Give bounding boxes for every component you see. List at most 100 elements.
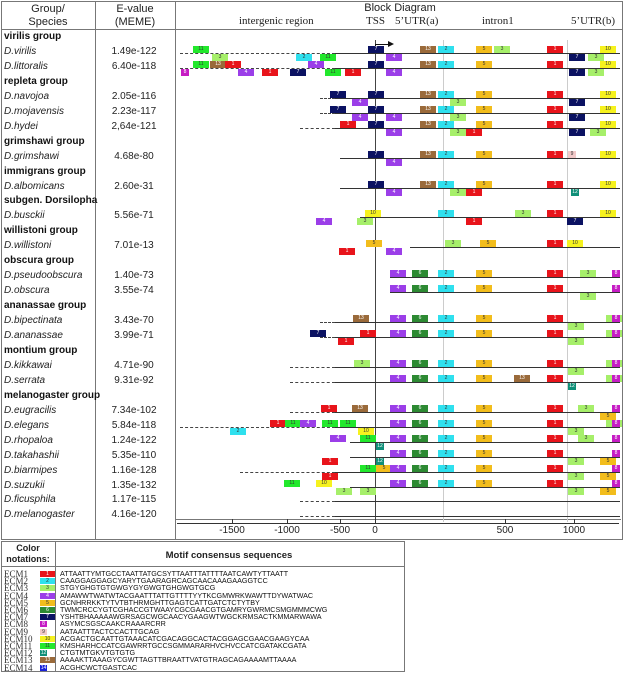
motif-ecm2-block: 2 <box>438 374 454 382</box>
legend-swatch-ecm14: 14 <box>40 664 47 671</box>
intron-gap <box>500 66 514 68</box>
motif-ecm5-block: 5 <box>600 487 616 495</box>
motif-ecm1-block: 1 <box>547 180 563 188</box>
species-label: D.obscura <box>4 285 50 297</box>
motif-ecm1-block: 1 <box>547 45 563 53</box>
species-label: D.ficusphila <box>4 494 56 506</box>
motif-ecm4-block: 4 <box>390 374 406 382</box>
motif-ecm1-block: 1 <box>360 330 376 337</box>
sequence-track <box>335 112 620 114</box>
motif-ecm11-block: 11 <box>284 479 300 487</box>
intron-gap <box>500 425 514 427</box>
evalue-cell: 9.31e-92 <box>114 374 154 386</box>
sequence-track <box>360 217 620 219</box>
motif-ecm4-block: 4 <box>386 68 402 76</box>
motif-ecm1-block: 1 <box>466 218 482 226</box>
legend-swatch-ecm3: 3 <box>40 585 55 592</box>
motif-ecm5-block: 5 <box>376 464 392 472</box>
sequence-track <box>335 426 620 428</box>
motif-ecm5-block: 5 <box>476 150 492 158</box>
motif-ecm10-block: 10 <box>600 90 616 98</box>
intergenic-dashed-track <box>320 112 335 114</box>
intron-gap <box>500 515 514 517</box>
motif-ecm4-block: 4 <box>390 464 406 472</box>
motif-ecm13-block: 13 <box>420 45 436 53</box>
col-divider-2 <box>175 1 176 539</box>
motif-ecm1-block: 1 <box>547 419 563 427</box>
species-label: D.serrata <box>4 374 46 386</box>
motif-ecm5-block: 5 <box>476 419 492 427</box>
motif-ecm3-block: 3 <box>580 293 596 301</box>
motif-ecm3-block: 3 <box>445 240 461 248</box>
motif-ecm6-block: 6 <box>412 434 428 442</box>
utr-a-boundary-line <box>443 40 444 522</box>
species-label: D.rhopaloa <box>4 434 53 446</box>
motif-ecm2-block: 2 <box>438 464 454 472</box>
motif-ecm4-block: 4 <box>386 128 402 136</box>
motif-ecm8-block: 8 <box>612 419 620 427</box>
evalue-cell: 5.84e-118 <box>111 419 157 431</box>
motif-ecm1-block: 1 <box>547 374 563 382</box>
legend-motif-name: ECM5 <box>4 597 29 608</box>
motif-ecm10-block: 10 <box>316 479 332 487</box>
group-label: immigrans group <box>4 165 86 177</box>
motif-ecm11-block: 11 <box>325 68 341 76</box>
axis-tick-label: -1000 <box>274 525 300 536</box>
motif-ecm5-block: 5 <box>476 479 492 487</box>
motif-ecm4-block: 4 <box>386 188 402 196</box>
evalue-cell: 2,64e-121 <box>111 120 157 132</box>
motif-ecm8-block: 8 <box>612 449 620 457</box>
sequence-track <box>335 471 620 473</box>
legend-swatch-ecm2: 2 <box>40 578 55 585</box>
motif-ecm2-block: 2 <box>438 419 454 427</box>
intron-gap <box>500 276 514 278</box>
motif-ecm2-block: 2 <box>230 427 246 435</box>
intergenic-dashed-track <box>180 67 335 69</box>
evalue-cell: 4.71e-90 <box>114 359 154 371</box>
motif-ecm2-block: 2 <box>438 404 454 412</box>
legend-swatch-ecm7: 7 <box>40 614 55 621</box>
motif-ecm7-block: 7 <box>368 60 384 68</box>
intergenic-dashed-track <box>320 322 335 324</box>
sequence-track <box>335 411 620 413</box>
motif-ecm4-block: 4 <box>386 158 402 166</box>
axis-tick <box>340 519 341 524</box>
motif-ecm13-block: 13 <box>420 150 436 158</box>
motif-ecm2-block: 2 <box>438 180 454 188</box>
axis-tick <box>375 519 376 524</box>
intron-gap <box>500 291 514 293</box>
motif-ecm6-block: 6 <box>412 285 428 293</box>
sequence-track <box>335 52 620 54</box>
motif-ecm5-block: 5 <box>476 330 492 337</box>
motif-ecm1-block: 1 <box>345 68 361 76</box>
motif-ecm1-block: 1 <box>321 404 337 412</box>
motif-ecm1-block: 1 <box>322 457 338 465</box>
evalue-cell: 3.99e-71 <box>114 330 154 341</box>
motif-ecm5-block: 5 <box>476 434 492 442</box>
sequence-track <box>350 441 620 443</box>
motif-ecm1-block: 1 <box>322 472 338 480</box>
motif-ecm1-block: 1 <box>547 464 563 472</box>
evalue-cell: 4.68e-80 <box>114 150 154 162</box>
motif-ecm1-block: 1 <box>338 338 354 345</box>
motif-ecm6-block: 6 <box>412 315 428 323</box>
motif-ecm5-block: 5 <box>476 270 492 278</box>
species-label: D.bipectinata <box>4 315 63 327</box>
motif-ecm3-block: 3 <box>578 404 594 412</box>
motif-ecm4-block: 4 <box>386 53 402 61</box>
sequence-track <box>335 337 620 338</box>
motif-ecm7-block: 7 <box>330 105 346 113</box>
motif-ecm11-block: 11 <box>340 419 356 427</box>
intergenic-dashed-track <box>300 516 335 518</box>
evalue-cell: 5.35e-110 <box>111 449 157 461</box>
motif-ecm2-block: 2 <box>438 150 454 158</box>
axis-tick-label: 0 <box>372 525 378 536</box>
legend-swatch-ecm9: 9 <box>40 628 47 635</box>
motif-ecm7-block: 7 <box>569 53 585 61</box>
evalue-cell: 1.40e-73 <box>114 270 154 282</box>
motif-ecm3-block: 3 <box>588 68 604 76</box>
intergenic-dashed-track <box>240 471 335 473</box>
intron-gap <box>500 410 514 412</box>
motif-ecm3-block: 3 <box>450 128 466 136</box>
motif-ecm1-block: 1 <box>547 150 563 158</box>
